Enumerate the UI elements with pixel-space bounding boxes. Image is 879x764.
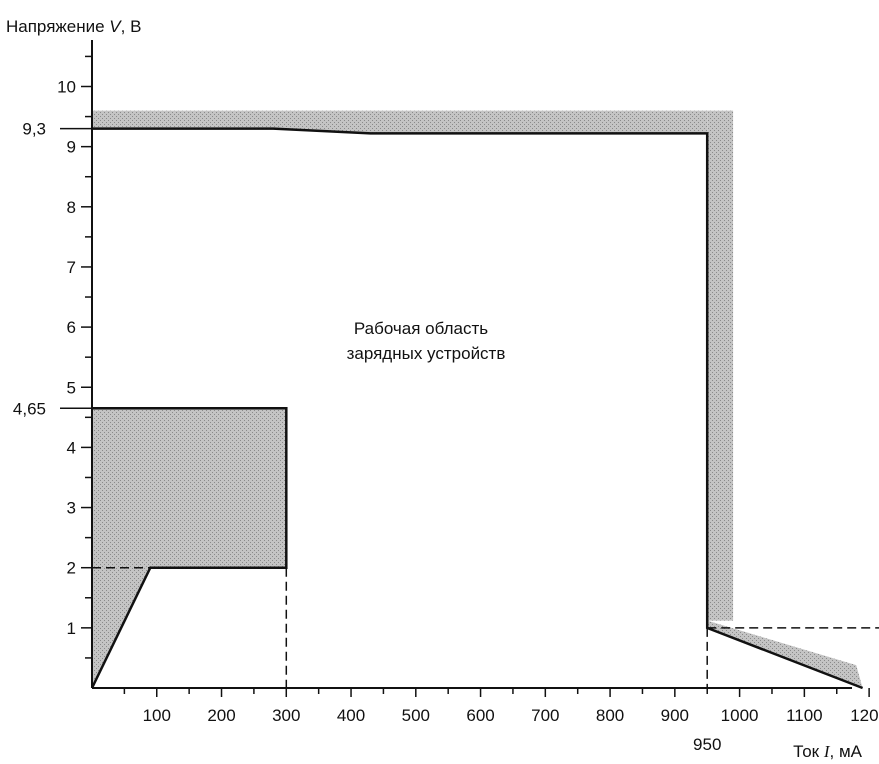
y-tick-label-7: 7 (67, 258, 76, 277)
hatched-region-3 (707, 110, 734, 628)
hatched-region-2 (92, 110, 708, 134)
x-tick-label-200: 200 (207, 706, 235, 725)
x-tick-label-1100: 1100 (786, 706, 823, 725)
extra-y-label-1: 9,3 (22, 120, 46, 139)
tick-labels: 100 200 300 400 500 600 700 800 900 1000 1100 1200 1… (13, 78, 879, 755)
y-tick-label-10: 10 (57, 78, 76, 97)
y-tick-label-5: 5 (67, 378, 76, 397)
x-tick-label-600: 600 (466, 706, 494, 725)
x-tick-label-900: 900 (661, 706, 689, 725)
ticks (60, 55, 870, 697)
x-tick-label-500: 500 (402, 706, 430, 725)
x-tick-label-800: 800 (596, 706, 624, 725)
extra-x-label-950: 950 (693, 735, 721, 754)
y-tick-label-6: 6 (67, 318, 76, 337)
boundary-curve-upper (92, 127, 864, 690)
region-label-line1: Рабочая область (354, 319, 488, 338)
x-tick-label-400: 400 (337, 706, 365, 725)
hatched-region-1 (92, 408, 287, 688)
y-tick-label-3: 3 (67, 499, 76, 518)
region-label-line2: зарядных устройств (347, 344, 506, 363)
y-axis-label: Напряжение V, В (6, 17, 141, 36)
boundary-curve-group (90, 127, 864, 690)
x-tick-label-300: 300 (272, 706, 300, 725)
boundary-curve-lower (90, 407, 288, 689)
y-tick-label-2: 2 (67, 559, 76, 578)
y-tick-label-8: 8 (67, 198, 76, 217)
x-axis-label: Ток I, мА (793, 742, 862, 761)
hatched-regions (92, 110, 863, 688)
dashed-guides (92, 566, 879, 688)
x-tick-label-100: 100 (143, 706, 171, 725)
y-tick-label-1: 1 (67, 619, 76, 638)
y-tick-label-4: 4 (67, 438, 76, 457)
axes (91, 40, 852, 689)
x-tick-label-1200: 1200 (850, 706, 879, 725)
x-tick-label-700: 700 (531, 706, 559, 725)
extra-y-label-2: 4,65 (13, 399, 46, 418)
x-tick-label-1000: 1000 (721, 706, 759, 725)
hatched-region-4 (707, 620, 863, 688)
y-tick-label-9: 9 (67, 138, 76, 157)
